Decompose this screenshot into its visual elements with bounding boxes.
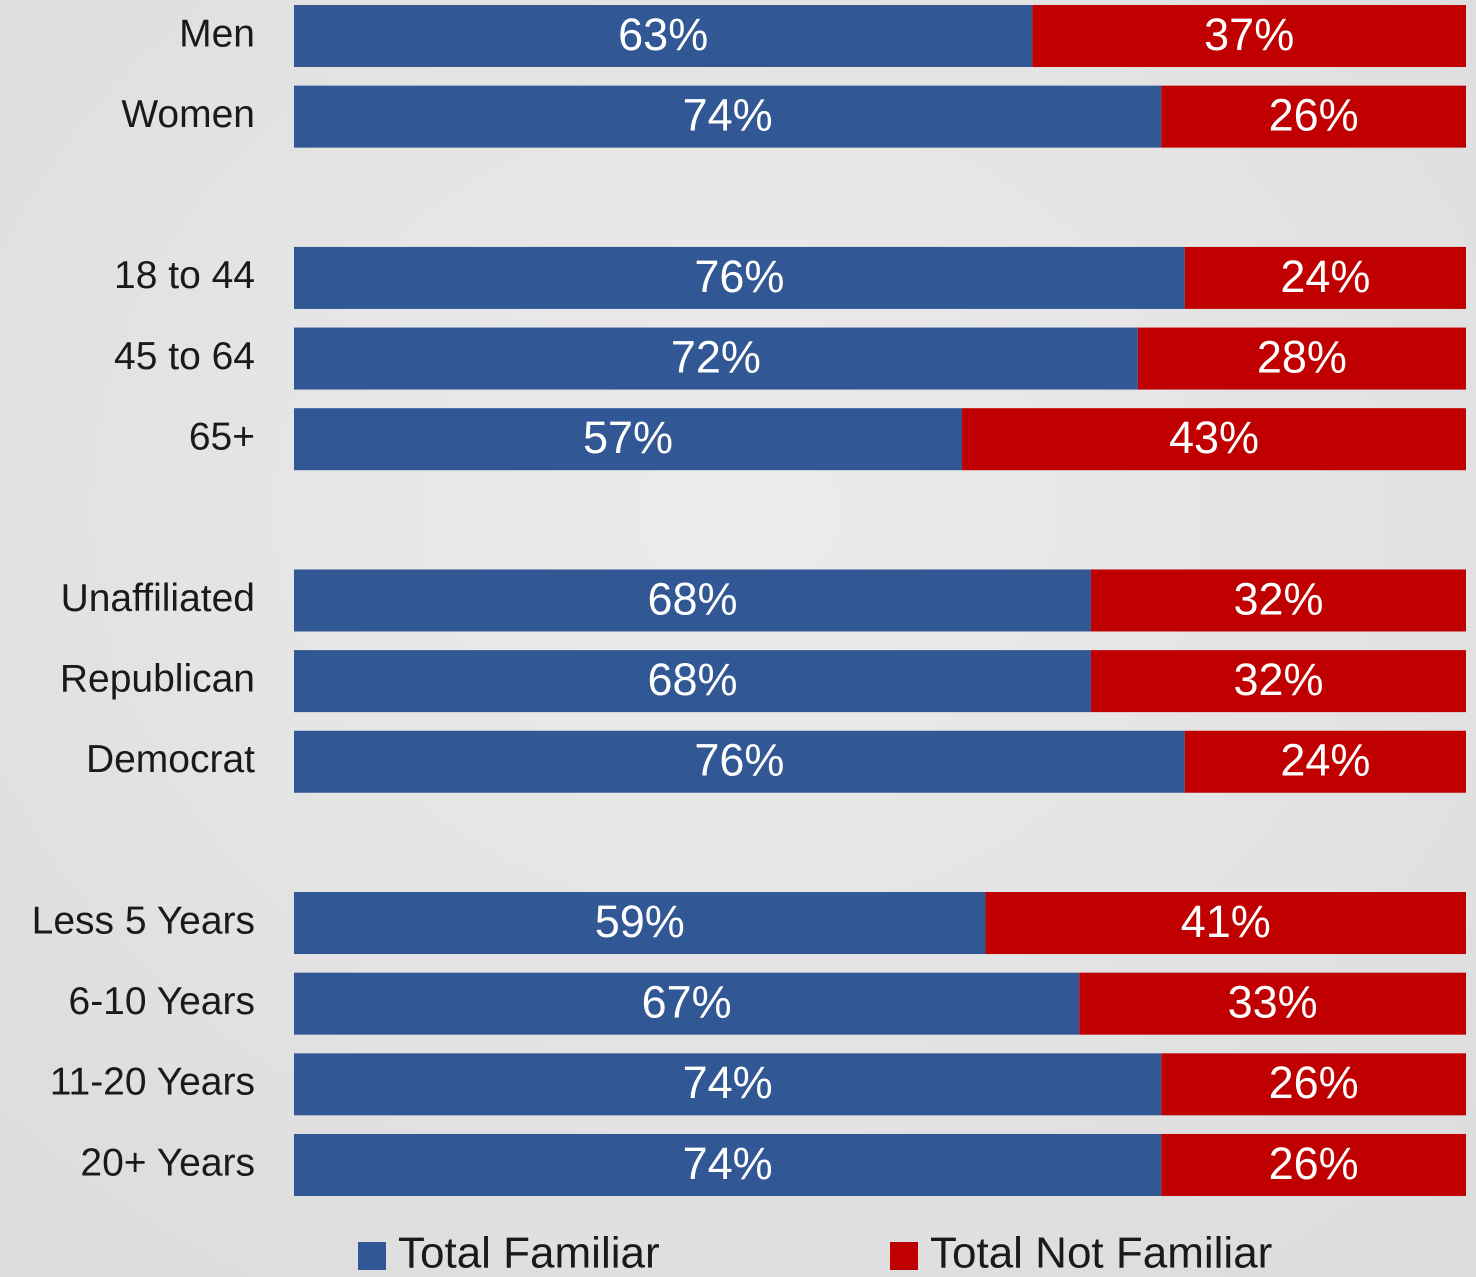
category-label: 6-10 Years: [69, 980, 256, 1023]
bar-segment: [962, 408, 1466, 471]
value-label: 74%: [683, 1057, 773, 1108]
bar-segment: [294, 246, 1185, 309]
legend-swatch: [358, 1242, 386, 1270]
value-label: 63%: [618, 9, 708, 60]
category-label: Republican: [60, 657, 255, 700]
legend-label: Total Familiar: [398, 1229, 660, 1277]
value-label: 57%: [583, 412, 673, 463]
bar-segment: [1184, 730, 1466, 793]
category-label: 11-20 Years: [50, 1061, 255, 1104]
bar-segment: [1161, 1133, 1466, 1196]
legend-label: Total Not Familiar: [930, 1229, 1272, 1277]
bar-segment: [1184, 246, 1466, 309]
category-label: Men: [179, 12, 255, 55]
value-label: 74%: [683, 90, 773, 141]
value-label: 59%: [595, 896, 685, 947]
value-label: 68%: [647, 654, 737, 705]
category-label: Democrat: [86, 738, 255, 781]
bar-segment: [1090, 569, 1466, 632]
value-label: 37%: [1204, 9, 1294, 60]
bar-segment: [1090, 650, 1466, 713]
category-label: 18 to 44: [114, 254, 255, 297]
value-label: 26%: [1269, 90, 1359, 141]
value-label: 24%: [1280, 735, 1370, 786]
bar-segment: [294, 85, 1162, 148]
category-label: 65+: [189, 415, 255, 458]
bar-segment: [1137, 327, 1466, 390]
value-label: 76%: [694, 735, 784, 786]
category-label: 45 to 64: [114, 335, 255, 378]
bar-segment: [294, 730, 1185, 793]
value-label: 67%: [642, 977, 732, 1028]
bar-segment: [1032, 5, 1466, 67]
bar-segment: [294, 327, 1138, 390]
bar-segment: [294, 569, 1091, 632]
bar-segment: [1079, 972, 1466, 1035]
legend-swatch: [890, 1242, 918, 1270]
value-label: 76%: [694, 251, 784, 302]
category-label: Less 5 Years: [32, 899, 255, 942]
value-label: 33%: [1228, 977, 1318, 1028]
bar-segment: [294, 650, 1091, 713]
bar-segment: [294, 1133, 1162, 1196]
category-label: Unaffiliated: [61, 577, 255, 620]
bar-segment: [294, 1053, 1162, 1116]
value-label: 72%: [671, 331, 761, 382]
value-label: 74%: [683, 1138, 773, 1189]
value-label: 24%: [1280, 251, 1370, 302]
value-label: 26%: [1269, 1138, 1359, 1189]
bar-segment: [1161, 85, 1466, 148]
bar-segment: [1161, 1053, 1466, 1116]
bar-segment: [985, 892, 1466, 955]
value-label: 32%: [1233, 654, 1323, 705]
value-label: 32%: [1233, 573, 1323, 624]
category-label: Women: [121, 93, 255, 136]
value-label: 28%: [1257, 331, 1347, 382]
bar-segment: [294, 892, 986, 955]
category-label: 20+ Years: [80, 1141, 255, 1184]
bar-segment: [294, 972, 1080, 1035]
bar-segment: [294, 5, 1033, 67]
value-label: 68%: [647, 573, 737, 624]
value-label: 26%: [1269, 1057, 1359, 1108]
value-label: 41%: [1181, 896, 1271, 947]
bar-segment: [294, 408, 963, 471]
value-label: 43%: [1169, 412, 1259, 463]
